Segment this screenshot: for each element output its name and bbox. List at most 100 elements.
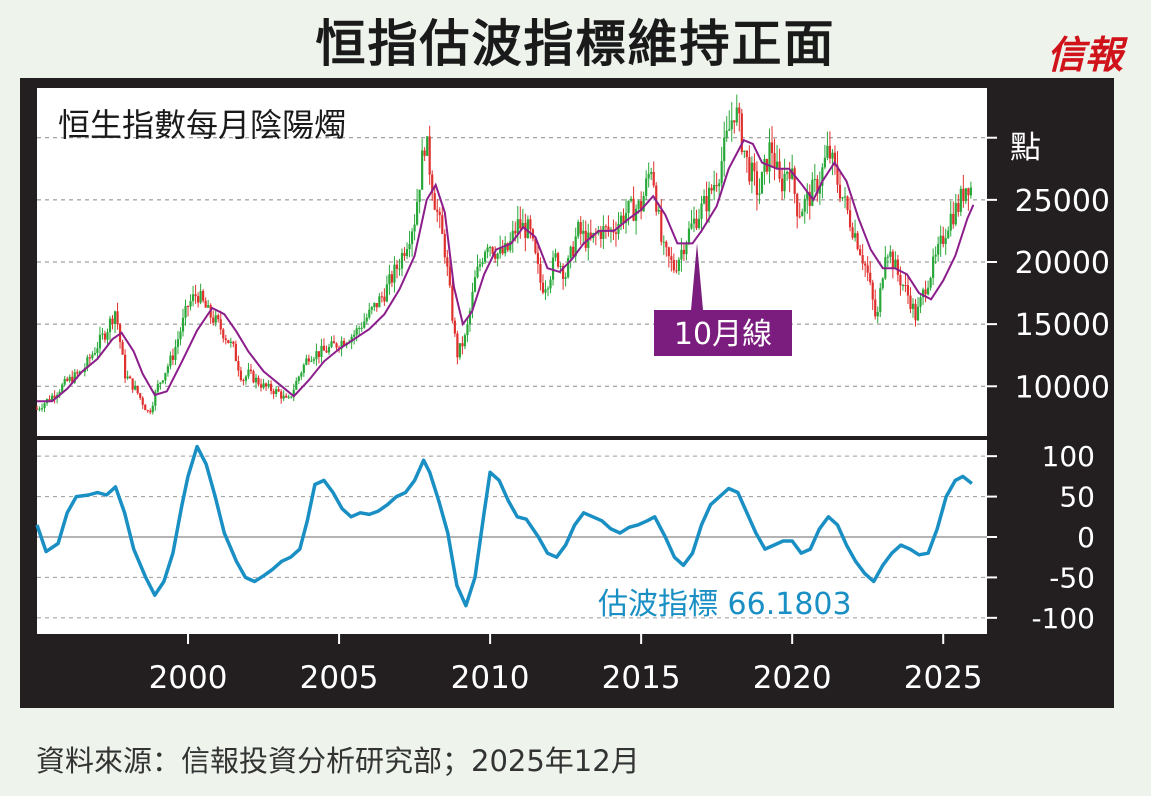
candle-body [441, 215, 444, 234]
candle-body [934, 254, 937, 257]
candle-body [212, 317, 215, 323]
candle-body [146, 410, 149, 412]
candle-body [38, 408, 41, 410]
candle-body [632, 198, 635, 221]
candle-body [325, 350, 328, 353]
candle-body [179, 331, 182, 340]
candle-body [305, 358, 308, 365]
candle-body [78, 371, 81, 374]
candle-body [879, 288, 882, 313]
candle-body [478, 264, 482, 267]
candle-body [96, 348, 99, 354]
candle-body [335, 343, 338, 348]
candle-body [801, 211, 804, 217]
candle-body [539, 263, 542, 283]
candle-body [891, 251, 894, 269]
candle-body [121, 341, 124, 355]
candle-body [239, 370, 242, 381]
y-tick-label: -50 [1049, 561, 1095, 594]
candle-body [468, 310, 472, 325]
candle-body [942, 235, 945, 244]
candle-body [932, 256, 935, 278]
candle-body [408, 244, 411, 250]
candle-body [909, 295, 912, 309]
candle-body [176, 339, 180, 347]
candle-body [375, 302, 378, 308]
candle-body [40, 408, 44, 410]
candle-body [775, 161, 779, 168]
candle-body [393, 264, 396, 283]
coppock-line [35, 444, 973, 608]
candle-body [486, 247, 489, 252]
candle-body [383, 296, 386, 302]
candle-body [916, 306, 920, 321]
candle-body [363, 321, 366, 328]
candle-body [295, 381, 298, 390]
candle-body [662, 241, 665, 243]
candle-body [715, 184, 718, 187]
candle-body [71, 376, 74, 383]
candle-body [748, 157, 751, 182]
candle-body [838, 184, 842, 199]
x-tick-label: 2020 [753, 660, 832, 696]
candle-body [856, 233, 859, 250]
candle-body [98, 334, 102, 349]
candle-body [237, 361, 240, 371]
candle-body [738, 107, 741, 114]
y-tick-label: 25000 [1015, 184, 1110, 219]
page-title: 恒指估波指標維持正面 [315, 15, 836, 73]
candle-body [166, 366, 169, 373]
candle-body [111, 318, 114, 324]
candle-body [650, 171, 653, 174]
candle-body [340, 340, 343, 349]
candle-body [181, 317, 185, 332]
candle-body [836, 165, 839, 185]
candle-body [733, 120, 736, 123]
candle-body [310, 360, 313, 362]
candle-body [423, 150, 426, 156]
top-y-ticks: 10000 15000 20000 25000 [987, 136, 1110, 405]
candle-body [456, 333, 459, 358]
candle-body [302, 364, 305, 373]
candle-body [582, 230, 585, 234]
candle-body [204, 300, 207, 308]
candle-body [108, 318, 112, 333]
candle-body [828, 145, 832, 159]
candle-body [645, 178, 648, 197]
candle-body [705, 196, 708, 212]
candle-body [534, 238, 537, 253]
candle-body [355, 328, 358, 335]
candle-body [504, 243, 507, 254]
brand-logo: 信報 [1046, 32, 1123, 77]
candle-body [229, 341, 232, 344]
candle-body [358, 327, 361, 329]
candle-body [826, 145, 829, 158]
candle-body [806, 192, 809, 199]
candle-body [710, 187, 713, 191]
candle-body [35, 408, 39, 410]
candle-body [634, 208, 638, 221]
candle-body [546, 288, 550, 290]
candle-body [685, 242, 688, 255]
candle-body [426, 136, 429, 156]
candle-body [481, 262, 484, 265]
candle-body [88, 357, 91, 359]
candle-body [894, 259, 897, 269]
candle-body [637, 200, 640, 209]
candle-body [149, 410, 152, 413]
candle-body [134, 385, 137, 390]
candle-body [207, 305, 210, 308]
candle-body [491, 247, 494, 254]
candle-body [544, 289, 547, 293]
candle-body [159, 382, 162, 385]
bottom-y-ticks: -100 -50 0 50 100 [987, 440, 1095, 635]
candle-body [672, 260, 675, 271]
candle-body [476, 266, 479, 278]
candle-body [750, 162, 753, 182]
candle-body [254, 377, 258, 383]
candle-body [604, 226, 607, 228]
candle-body [675, 270, 678, 272]
candle-body [962, 188, 965, 202]
candle-body [292, 389, 295, 397]
candle-body [224, 338, 227, 341]
